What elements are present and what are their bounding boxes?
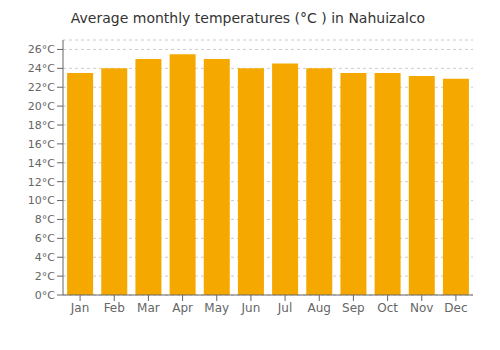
svg-text:6°C: 6°C — [35, 232, 55, 245]
html-text:Average monthly temperatures (: Average monthly temperatures (°C ) in Na… — [70, 10, 426, 26]
svg-text:Aug: Aug — [308, 301, 331, 315]
svg-text:Sep: Sep — [342, 301, 365, 315]
svg-text:16°C: 16°C — [28, 138, 55, 151]
svg-text:26°C: 26°C — [28, 43, 55, 56]
svg-text:10°C: 10°C — [28, 194, 55, 207]
svg-text:24°C: 24°C — [28, 62, 55, 75]
svg-text:20°C: 20°C — [28, 100, 55, 113]
svg-text:12°C: 12°C — [28, 176, 55, 189]
svg-text:Feb: Feb — [104, 301, 125, 315]
svg-text:0°C: 0°C — [35, 289, 55, 302]
svg-text:22°C: 22°C — [28, 81, 55, 94]
svg-text:Dec: Dec — [444, 301, 467, 315]
svg-text:Oct: Oct — [377, 301, 398, 315]
svg-text:Jun: Jun — [241, 301, 261, 315]
svg-text:Jan: Jan — [70, 301, 90, 315]
svg-text:Nov: Nov — [410, 301, 433, 315]
svg-text:14°C: 14°C — [28, 157, 55, 170]
svg-text:4°C: 4°C — [35, 251, 55, 264]
svg-text:18°C: 18°C — [28, 119, 55, 132]
svg-text:2°C: 2°C — [35, 270, 55, 283]
svg-text:8°C: 8°C — [35, 213, 55, 226]
svg-text:Apr: Apr — [172, 301, 193, 315]
svg-text:Jul: Jul — [277, 301, 292, 315]
svg-text:Mar: Mar — [137, 301, 160, 315]
svg-text:May: May — [204, 301, 229, 315]
